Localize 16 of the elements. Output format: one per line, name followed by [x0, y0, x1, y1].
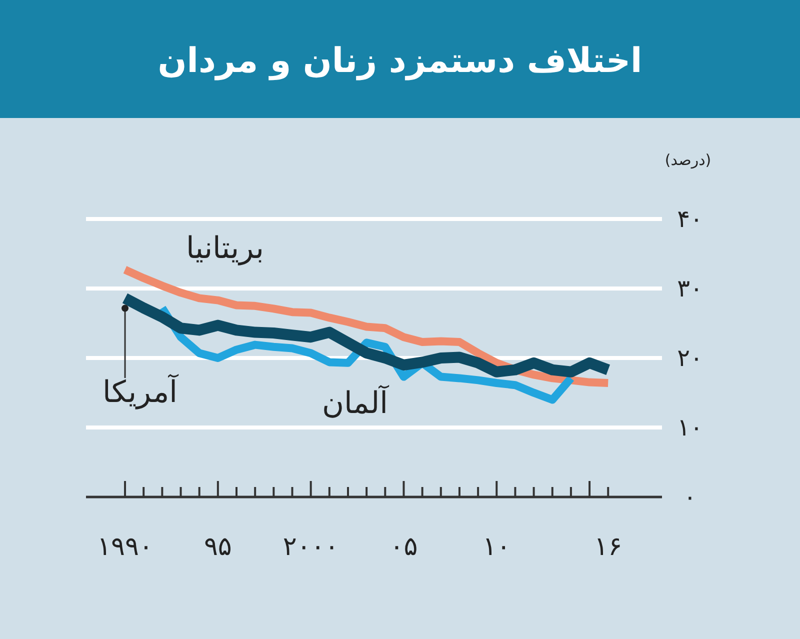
- x-tick-label: ۰۵: [390, 532, 418, 562]
- y-axis-title: (درصد): [664, 151, 712, 169]
- series-label: آمریکا: [102, 373, 180, 410]
- y-tick-label: ۰: [684, 483, 696, 511]
- series-label: آلمان: [322, 384, 390, 421]
- series-label: بریتانیا: [186, 231, 264, 266]
- y-tick-label: ۱۰: [677, 414, 703, 442]
- x-tick-label: ۱۹۹۰: [97, 532, 153, 562]
- x-tick-label: ۱۶: [594, 532, 622, 562]
- chart-title: اختلاف دستمزد زنان و مردان: [158, 41, 642, 81]
- x-tick-label: ۲۰۰۰: [282, 532, 339, 562]
- x-tick-label: ۹۵: [204, 532, 232, 562]
- x-tick-label: ۱۰: [482, 532, 511, 562]
- y-tick-label: ۲۰: [677, 344, 703, 372]
- y-tick-label: ۴۰: [677, 205, 703, 233]
- y-tick-label: ۳۰: [677, 274, 703, 302]
